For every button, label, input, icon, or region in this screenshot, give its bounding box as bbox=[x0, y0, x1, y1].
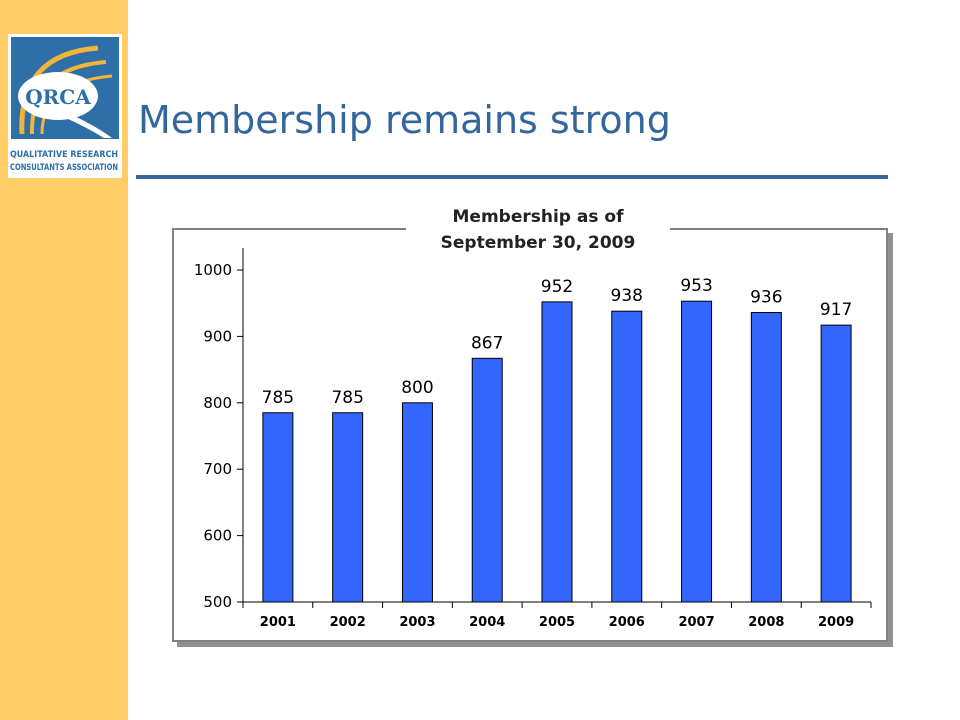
x-tick-label-2009: 2009 bbox=[818, 615, 854, 630]
y-tick-label-4: 900 bbox=[203, 327, 232, 345]
y-tick-label-2: 700 bbox=[203, 460, 232, 478]
logo-acronym: QRCA bbox=[25, 85, 91, 109]
x-tick-label-2005: 2005 bbox=[539, 615, 575, 630]
logo-line2: CONSULTANTS ASSOCIATION bbox=[10, 163, 118, 173]
qrca-logo: QRCA QUALITATIVE RESEARCH CONSULTANTS AS… bbox=[8, 34, 122, 178]
bar-2008 bbox=[750, 311, 782, 603]
bar-2001 bbox=[262, 412, 294, 603]
bar-2006 bbox=[611, 310, 643, 603]
sidebar-band: QRCA QUALITATIVE RESEARCH CONSULTANTS AS… bbox=[0, 0, 128, 720]
chart-labels: 500 600 700 800 900 1000 2001 785 2002 785 2003 800… bbox=[194, 261, 854, 630]
y-tick-label-1: 600 bbox=[203, 527, 232, 545]
bar-2002 bbox=[332, 412, 364, 603]
data-label-2002: 785 bbox=[331, 388, 363, 408]
data-label-2003: 800 bbox=[401, 378, 433, 398]
chart-title: Membership as of September 30, 2009 bbox=[406, 204, 670, 256]
data-label-2001: 785 bbox=[262, 388, 294, 408]
data-label-2007: 953 bbox=[680, 276, 712, 296]
bar-2003 bbox=[401, 402, 433, 603]
chart-title-line-2: September 30, 2009 bbox=[440, 233, 636, 253]
logo-line1: QUALITATIVE RESEARCH bbox=[10, 150, 118, 160]
bar-2005 bbox=[541, 301, 573, 603]
title-underline bbox=[136, 175, 888, 179]
chart-bars bbox=[262, 300, 852, 603]
slide-title: Membership remains strong bbox=[138, 98, 671, 142]
x-tick-label-2008: 2008 bbox=[748, 615, 784, 630]
x-tick-label-2004: 2004 bbox=[469, 615, 505, 630]
bar-2004 bbox=[471, 357, 503, 603]
x-tick-label-2003: 2003 bbox=[399, 615, 435, 630]
y-tick-label-3: 800 bbox=[203, 394, 232, 412]
bar-2007 bbox=[681, 300, 713, 603]
y-tick-label-0: 500 bbox=[203, 593, 232, 611]
x-tick-label-2001: 2001 bbox=[260, 615, 296, 630]
x-tick-label-2006: 2006 bbox=[609, 615, 645, 630]
x-tick-label-2007: 2007 bbox=[678, 615, 714, 630]
bar-2009 bbox=[820, 324, 852, 603]
x-tick-label-2002: 2002 bbox=[330, 615, 366, 630]
data-label-2005: 952 bbox=[541, 277, 573, 297]
data-label-2008: 936 bbox=[750, 287, 782, 307]
y-tick-label-5: 1000 bbox=[194, 261, 232, 279]
chart-title-line-1: Membership as of bbox=[452, 207, 624, 227]
data-label-2004: 867 bbox=[471, 333, 503, 353]
data-label-2009: 917 bbox=[820, 300, 852, 320]
data-label-2006: 938 bbox=[611, 286, 643, 306]
